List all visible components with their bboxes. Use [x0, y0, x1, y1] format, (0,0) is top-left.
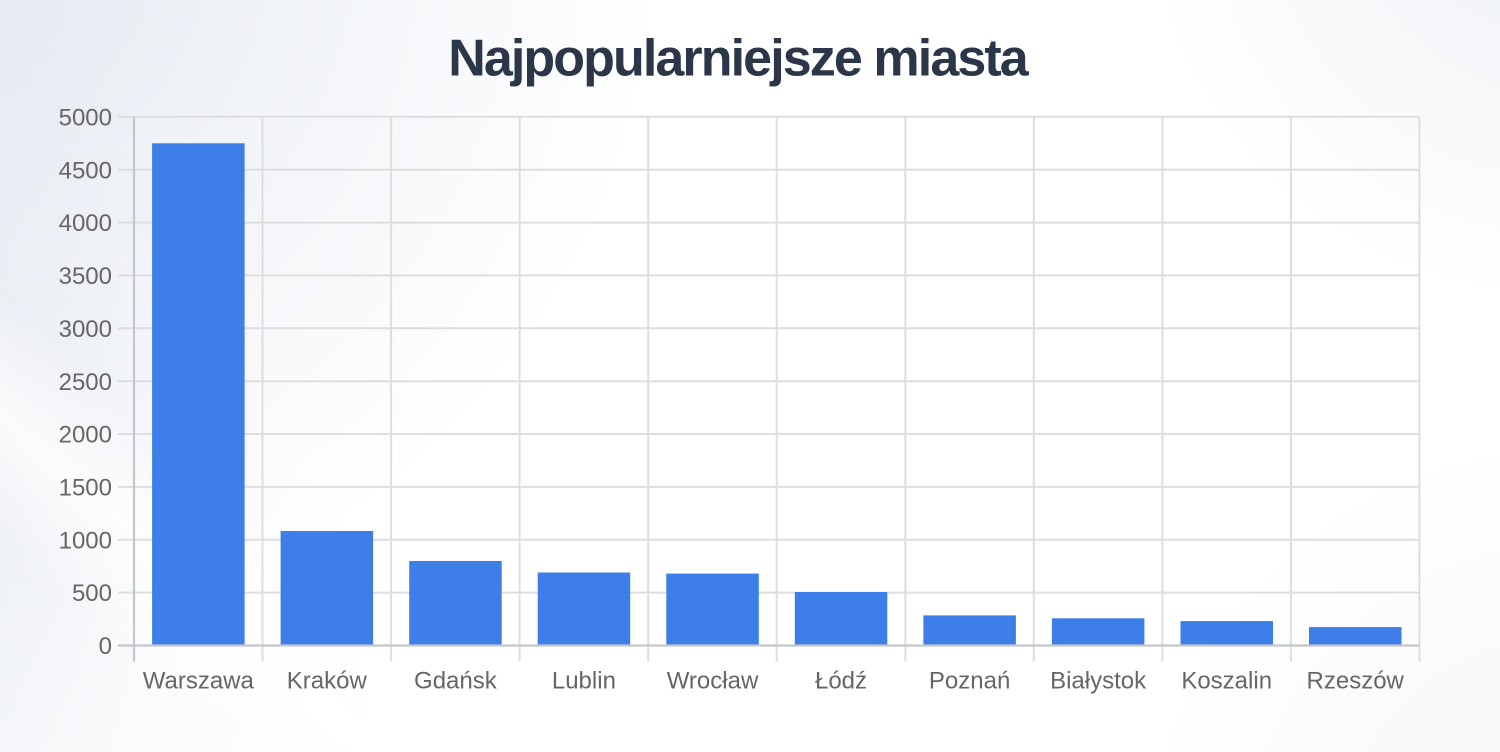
svg-text:2000: 2000: [59, 422, 112, 449]
svg-text:Koszalin: Koszalin: [1181, 667, 1272, 694]
svg-text:4000: 4000: [59, 210, 112, 237]
svg-text:0: 0: [99, 633, 112, 660]
svg-text:1500: 1500: [59, 475, 112, 502]
svg-text:3000: 3000: [59, 316, 112, 343]
svg-text:3500: 3500: [59, 263, 112, 290]
svg-text:1000: 1000: [59, 527, 112, 554]
svg-text:500: 500: [72, 580, 112, 607]
svg-text:Wrocław: Wrocław: [667, 667, 759, 694]
svg-text:2500: 2500: [59, 369, 112, 396]
svg-text:Łódź: Łódź: [815, 667, 867, 694]
svg-text:5000: 5000: [59, 104, 112, 131]
svg-text:Białystok: Białystok: [1050, 667, 1147, 694]
svg-text:Najpopularniejsze miasta: Najpopularniejsze miasta: [448, 30, 1030, 88]
svg-text:Rzeszów: Rzeszów: [1307, 667, 1405, 694]
svg-text:Kraków: Kraków: [287, 667, 368, 694]
svg-text:Lublin: Lublin: [552, 667, 616, 694]
svg-text:Warszawa: Warszawa: [143, 667, 255, 694]
svg-text:Gdańsk: Gdańsk: [414, 667, 498, 694]
svg-text:4500: 4500: [59, 157, 112, 184]
svg-text:Poznań: Poznań: [929, 667, 1010, 694]
